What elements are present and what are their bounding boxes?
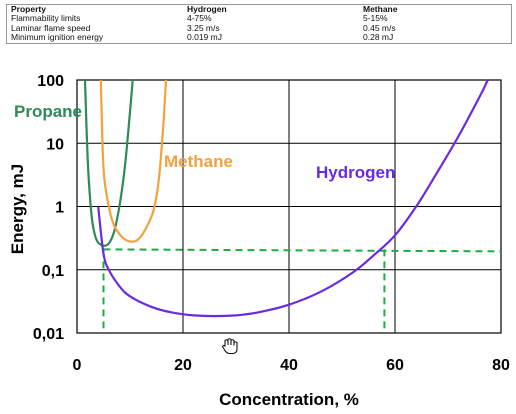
x-tick-label: 80	[492, 357, 510, 374]
table-cell: Laminar flame speed	[11, 22, 91, 33]
y-tick-label: 100	[37, 73, 64, 90]
y-axis-title: Energy, mJ	[8, 164, 27, 254]
table-cell: 3.25 m/s	[187, 22, 220, 33]
hand-cursor-icon	[221, 338, 238, 354]
table-cell: 0.019 mJ	[187, 32, 222, 43]
table-cell: 0.45 m/s	[363, 22, 396, 33]
header-hydrogen: Hydrogen	[187, 4, 227, 14]
reference-line-horizontal	[103, 248, 502, 253]
x-axis-title: Concentration, %	[219, 390, 359, 409]
y-tick-label: 0,1	[42, 263, 64, 280]
x-tick-label: 0	[73, 357, 82, 374]
table-row: Minimum ignition energy 0.019 mJ 0.28 mJ	[7, 33, 512, 43]
table-header-row: Property Hydrogen Methane	[7, 4, 512, 15]
table-cell: 4-75%	[187, 13, 212, 24]
header-property: Property	[11, 4, 46, 14]
y-tick-label: 10	[46, 136, 64, 153]
table-cell: 5-15%	[363, 13, 388, 24]
properties-table: Property Hydrogen Methane Flammability l…	[6, 4, 512, 44]
series-line-methane	[99, 79, 168, 243]
table-row: Flammability limits 4-75% 5-15%	[7, 13, 512, 24]
series-line-hydrogen	[97, 79, 489, 318]
series-label-hydrogen: Hydrogen	[316, 163, 395, 182]
header-methane: Methane	[363, 4, 398, 14]
table-row: Laminar flame speed 3.25 m/s 0.45 m/s	[7, 22, 512, 33]
y-tick-label: 1	[55, 200, 64, 217]
x-tick-label: 20	[174, 357, 192, 374]
table-cell: Flammability limits	[11, 13, 81, 24]
y-tick-label: 0,01	[33, 326, 64, 343]
series-label-propane: Propane	[14, 102, 82, 121]
x-tick-label: 40	[280, 357, 298, 374]
x-tick-label: 60	[386, 357, 404, 374]
table-cell: Minimum ignition energy	[11, 32, 104, 43]
series-label-methane: Methane	[164, 152, 233, 171]
table-cell: 0.28 mJ	[363, 32, 394, 43]
